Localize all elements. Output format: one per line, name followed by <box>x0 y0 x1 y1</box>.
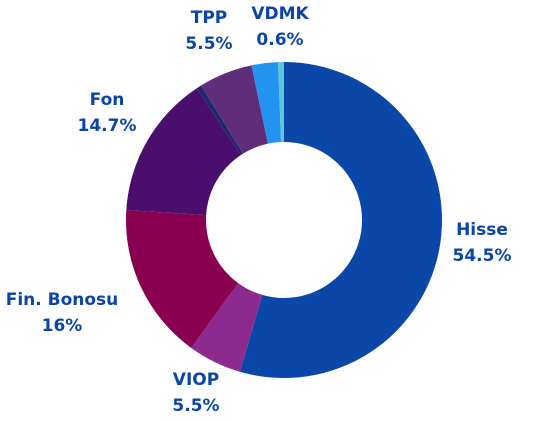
donut-slice <box>196 85 244 155</box>
donut-slice <box>278 62 284 143</box>
slice-label: Fin. Bonosu <box>6 290 119 310</box>
slice-value-label: 16% <box>42 316 83 336</box>
slice-value-label: 0.6% <box>256 30 303 50</box>
donut-slice <box>201 65 268 154</box>
slice-value-label: 5.5% <box>172 396 219 416</box>
slice-label: VIOP <box>173 370 219 390</box>
slice-label: TPP <box>191 8 228 28</box>
slice-label: Fon <box>90 90 125 110</box>
slice-value-label: 5.5% <box>185 34 232 54</box>
donut-slice <box>239 62 442 378</box>
slice-label: Hisse <box>456 220 508 240</box>
donut-slice <box>251 62 282 144</box>
slice-value-label: 14.7% <box>78 116 137 136</box>
donut-slice <box>126 88 241 216</box>
slice-label: VDMK <box>251 4 309 24</box>
slice-value-label: 54.5% <box>453 246 512 266</box>
donut-slice <box>126 210 239 348</box>
donut-slice <box>191 283 263 372</box>
